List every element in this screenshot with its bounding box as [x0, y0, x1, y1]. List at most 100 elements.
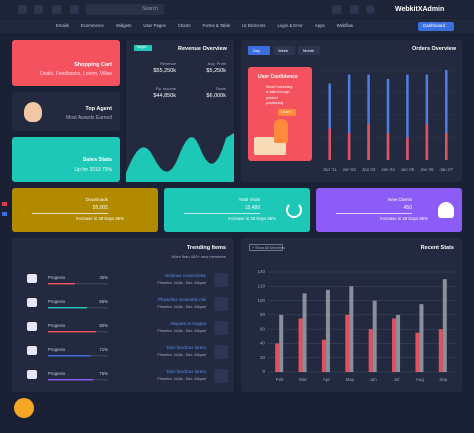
card-title: Top Agent: [85, 106, 112, 112]
icon-button[interactable]: [332, 5, 341, 14]
stat-label: Revenue: [159, 61, 176, 66]
x-tick-label: Apr: [323, 377, 331, 382]
item-tags: Pharetra, Nulla , Nec, Aliquet: [157, 305, 206, 309]
y-tick-label: 20: [260, 355, 266, 360]
kpi-card: [164, 188, 310, 232]
bar: [367, 74, 370, 160]
item-label: Progress: [48, 371, 66, 376]
item-name: Duis faucibus lorem: [166, 345, 206, 350]
badge: Target: [134, 45, 152, 51]
avatar: [24, 102, 42, 122]
progress-track: [48, 283, 108, 285]
nav-item[interactable]: UI Elements: [242, 23, 266, 28]
dashboard-button[interactable]: Dashboard: [418, 22, 454, 31]
nav-item[interactable]: User Pages: [143, 23, 166, 28]
item-percent: 80%: [99, 323, 108, 328]
nav-item[interactable]: Webflow: [336, 23, 354, 28]
item-icon: [27, 370, 37, 379]
bar: [368, 329, 373, 372]
item-label: Progress: [48, 323, 66, 328]
bar: [406, 74, 409, 160]
bar: [347, 74, 351, 160]
tab[interactable]: Month: [298, 46, 320, 55]
icon-button[interactable]: [52, 5, 61, 14]
x-tick-label: Jul: [394, 377, 400, 382]
icon-button[interactable]: [350, 5, 359, 14]
nav-item[interactable]: Charts: [177, 23, 191, 28]
nav-item[interactable]: Forms & Table: [202, 23, 231, 28]
kpi-title: Total Visits: [238, 197, 260, 202]
kpi-track: [184, 213, 260, 214]
bar: [419, 304, 424, 372]
bar: [415, 332, 420, 372]
icon-button[interactable]: [70, 5, 79, 14]
revenue-panel: Target Revenue Overview: [126, 40, 234, 182]
bar: [392, 318, 397, 372]
y-tick-label: 0: [262, 369, 265, 374]
bar: [406, 137, 409, 160]
kpi-note: Increase in 28 Days 65%: [228, 216, 276, 221]
nav-item[interactable]: Widgets: [115, 23, 132, 28]
bar: [372, 300, 377, 372]
stat-label: Taxes: [215, 86, 226, 91]
item-thumb: [214, 321, 228, 335]
kpi-track: [336, 213, 412, 214]
floating-button[interactable]: [14, 398, 34, 418]
nav-item[interactable]: Apps: [314, 23, 325, 28]
kpi-value: 15,489: [244, 205, 260, 211]
nav-item[interactable]: Ecommerce: [80, 23, 104, 28]
tab[interactable]: Day: [248, 46, 270, 55]
panel-subtitle: More than 400+ new members: [171, 254, 226, 259]
revenue-wave: [126, 133, 234, 182]
bar: [298, 318, 303, 372]
bar: [445, 70, 448, 160]
card-subtitle: Most Awards Earned: [65, 115, 112, 121]
side-icon[interactable]: [2, 212, 7, 216]
nav-item[interactable]: Login & Error: [277, 23, 303, 28]
y-tick-label: 60: [260, 326, 266, 331]
show-members-button[interactable]: + Show All Members: [249, 244, 285, 251]
navbar: Dashboard Emails Ecommerce Widgets User Pag…: [0, 19, 474, 33]
learn-button[interactable]: Learn: [278, 109, 296, 116]
button-label: + Show All Members: [252, 245, 285, 250]
panel-title: Revenue Overview: [178, 46, 227, 52]
item-tags: Pharetra, Nulla , Nec, Aliquet: [157, 281, 206, 285]
icon-button[interactable]: [366, 5, 375, 14]
card-title: Sales Stats: [82, 157, 112, 163]
bar: [349, 286, 354, 372]
item-icon: [27, 322, 37, 331]
bar: [328, 128, 331, 160]
progress-bar: [48, 331, 96, 333]
panel-title: Orders Overview: [411, 46, 456, 52]
shopping-card: Shopping Cart Deals, Feedbacks, Lorem, V…: [12, 40, 120, 86]
y-tick-label: 100: [257, 298, 265, 303]
bar: [302, 293, 307, 372]
x-tick-label: Jan 02: [342, 167, 356, 172]
brand: WebkitXAdmin: [395, 6, 445, 13]
item-thumb: [214, 273, 228, 287]
bar: [328, 83, 331, 160]
x-tick-label: Jan 05: [401, 167, 415, 172]
kpi-note: Increase in 28 Days 85%: [76, 216, 124, 221]
item-icon: [27, 274, 37, 283]
x-tick-label: Jan '11: [323, 167, 338, 172]
sidebar: [0, 200, 8, 230]
stat-value: $5,250k: [206, 68, 226, 74]
x-tick-label: Sep: [439, 377, 448, 382]
side-icon[interactable]: [2, 202, 7, 206]
item-name: Phasellus venenatis nisi: [157, 297, 206, 302]
progress-bar: [48, 355, 91, 357]
x-tick-label: Jun: [370, 377, 378, 382]
tab[interactable]: Week: [273, 46, 295, 55]
tab-label: Month: [303, 47, 315, 53]
x-tick-label: Jan 04: [381, 167, 395, 172]
y-tick-label: 40: [260, 341, 266, 346]
nav-item[interactable]: Emails: [56, 23, 69, 28]
item-icon: [27, 298, 37, 307]
search-box[interactable]: Search: [86, 4, 164, 15]
icon-button[interactable]: [18, 5, 27, 14]
bar: [325, 289, 330, 372]
icon-button[interactable]: [34, 5, 43, 14]
agent-card: Top Agent Most Awards Earned: [12, 92, 120, 131]
